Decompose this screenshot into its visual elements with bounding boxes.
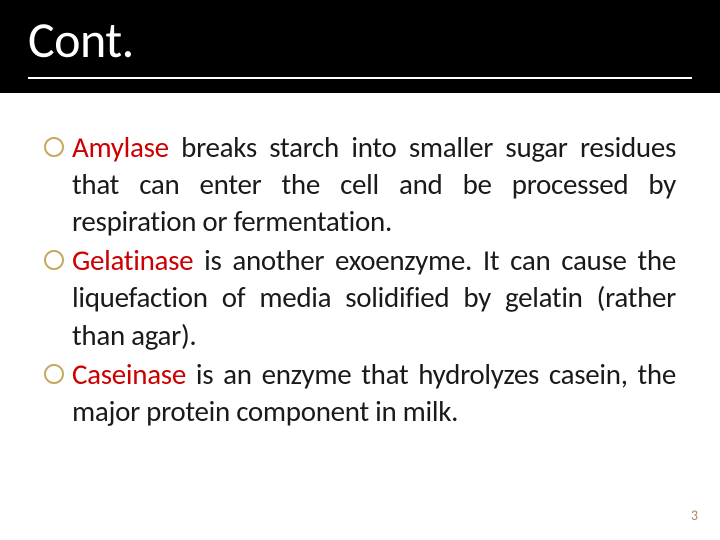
bullet-ring-icon [44, 250, 64, 270]
slide-title: Cont. [28, 10, 692, 79]
bullet-item: Amylase breaks starch into smaller sugar… [44, 129, 676, 240]
bullet-text: Amylase breaks starch into smaller sugar… [72, 129, 676, 240]
bullet-ring-icon [44, 364, 64, 384]
bullet-item: Gelatinase is another exoenzyme. It can … [44, 242, 676, 353]
enzyme-name: Caseinase [72, 356, 186, 392]
bullet-item: Caseinase is an enzyme that hydrolyzes c… [44, 356, 676, 430]
bullet-text: Gelatinase is another exoenzyme. It can … [72, 242, 676, 353]
enzyme-name: Gelatinase [72, 242, 193, 278]
page-number: 3 [691, 507, 698, 524]
enzyme-name: Amylase [72, 129, 169, 165]
title-bar: Cont. [0, 0, 720, 93]
bullet-ring-icon [44, 137, 64, 157]
content-area: Amylase breaks starch into smaller sugar… [0, 93, 720, 430]
bullet-text: Caseinase is an enzyme that hydrolyzes c… [72, 356, 676, 430]
